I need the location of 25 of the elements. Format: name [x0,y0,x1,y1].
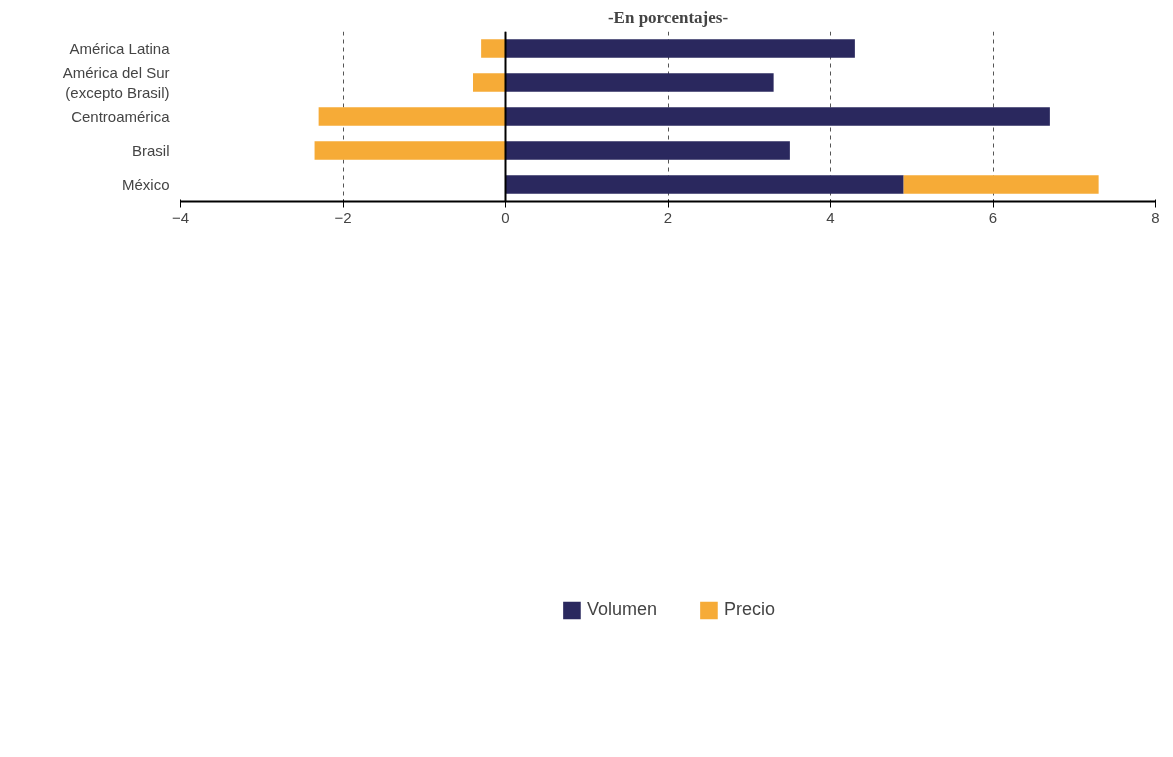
bar [505,107,1050,126]
x-tick-label: 2 [663,208,673,226]
legend-label: Volumen [586,599,658,620]
bar [318,107,506,126]
x-tick-label: 4 [826,208,835,226]
y-tick-label: Brasil [131,142,170,159]
x-tick-label: 6 [988,208,998,226]
x-tick-label: 8 [1151,208,1160,226]
bar [473,73,506,92]
bar [314,141,506,160]
x-tick-label: −2 [334,208,352,226]
legend-label: Precio [724,599,776,620]
y-tick-label: México [121,176,170,193]
y-tick-label: América del Sur (excepto Brasil) [62,63,170,102]
y-tick-label: Centroamérica [71,108,171,125]
x-tick-label: −4 [171,208,190,226]
bar [505,73,774,92]
bar [505,39,855,58]
chart-title: -En porcentajes- [607,7,729,27]
x-tick-label: 0 [501,208,510,226]
y-tick-label: América Latina [69,40,171,57]
bar [903,175,1099,194]
bar [481,39,506,58]
bar [505,141,790,160]
bar [505,175,904,194]
